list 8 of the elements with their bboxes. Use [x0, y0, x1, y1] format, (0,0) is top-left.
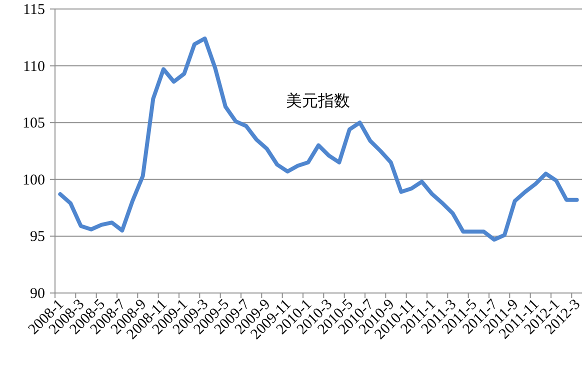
y-tick-label: 115: [23, 2, 45, 18]
y-tick-label: 110: [23, 58, 45, 75]
y-tick-label: 95: [30, 229, 45, 246]
text: 美元指数: [286, 91, 350, 110]
line-series: [58, 36, 579, 242]
y-tick-label: 105: [22, 116, 45, 132]
y-tick-label: 90: [30, 286, 45, 302]
y-tick-label: 100: [22, 172, 45, 188]
